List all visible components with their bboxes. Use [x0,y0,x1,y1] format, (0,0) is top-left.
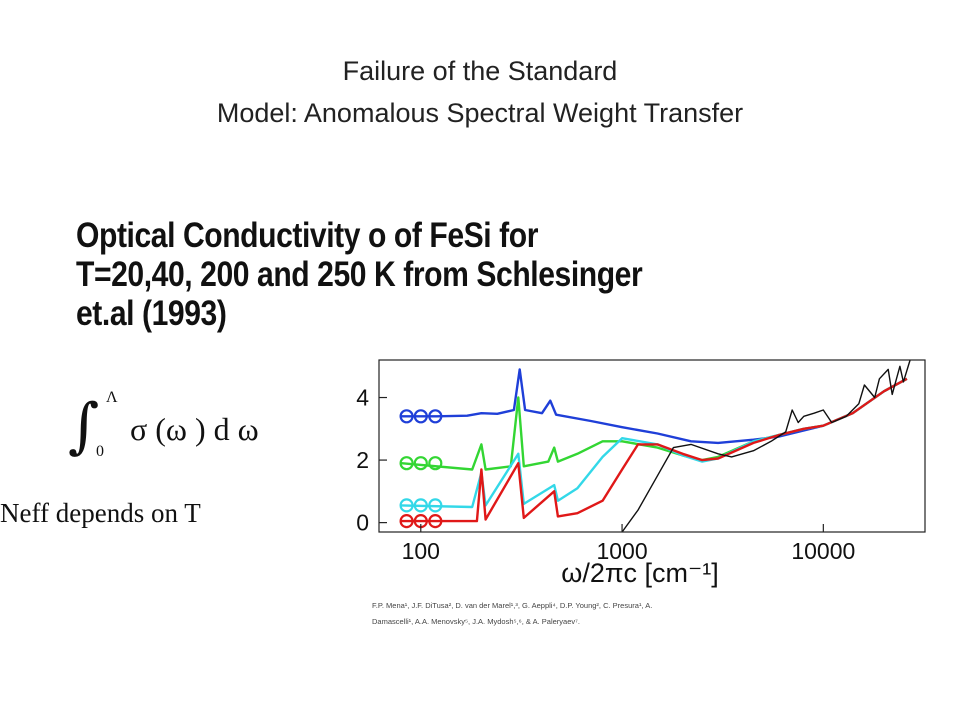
y-tick-label-2: 2 [356,447,369,473]
series-2-marker-1 [399,456,414,471]
series-line-1 [401,368,908,445]
series-1-marker-3 [428,409,443,424]
series-3-marker-2 [413,498,428,513]
subtitle-line-2: T=20,40, 200 and 250 K from Schlesinger [76,255,643,294]
x-axis-label: ω/2πc [cm⁻¹] [561,558,718,588]
series-2-marker-2 [413,456,428,471]
integral-sign: ∫ [68,391,99,461]
integral-lower-limit: 0 [96,443,104,460]
series-4-marker-3 [428,514,443,529]
slide-title: Failure of the Standard Model: Anomalous… [0,50,960,134]
series-4-marker-1 [399,514,414,529]
x-tick-label-3: 10000 [791,538,855,564]
title-line-1: Failure of the Standard [342,56,618,86]
series-1-marker-2 [413,409,428,424]
integral-upper-limit: Λ [106,389,118,406]
x-tick-label-1: 100 [402,538,440,564]
slide-subtitle: Optical Conductivity o of FeSi for T=20,… [76,216,764,333]
chart-marks [399,359,911,533]
neff-note: Neff depends on T [0,498,201,528]
series-line-5 [621,359,911,533]
author-credits: F.P. Mena¹, J.F. DiTusa², D. van der Mar… [372,598,942,630]
plot-frame [378,359,926,533]
integrand: σ (ω ) d ω [130,411,259,447]
chart-axes: 100 1000 10000 0 2 4 [356,385,855,564]
credits-line-2: Damascelli¹, A.A. Menovsky⁵, J.A. Mydosh… [372,617,580,626]
y-tick-label-3: 4 [356,385,369,411]
conductivity-chart: 100 1000 10000 0 2 4 ω/2πc [cm⁻¹] [356,359,926,588]
series-1-marker-1 [399,409,414,424]
y-tick-label-1: 0 [356,510,369,536]
subtitle-line-3: et.al (1993) [76,294,227,333]
series-line-4 [401,377,908,523]
series-3-marker-3 [428,498,443,513]
series-2-marker-3 [428,456,443,471]
series-line-3 [401,377,908,509]
x-tick-label-2: 1000 [596,538,647,564]
integral-formula: ∫ Λ 0 σ (ω ) d ω [68,389,259,461]
subtitle-line-1: Optical Conductivity o of FeSi for [76,216,538,255]
series-line-2 [401,377,908,471]
title-line-2: Model: Anomalous Spectral Weight Transfe… [216,98,744,128]
series-3-marker-1 [399,498,414,513]
credits-line-1: F.P. Mena¹, J.F. DiTusa², D. van der Mar… [372,601,653,610]
